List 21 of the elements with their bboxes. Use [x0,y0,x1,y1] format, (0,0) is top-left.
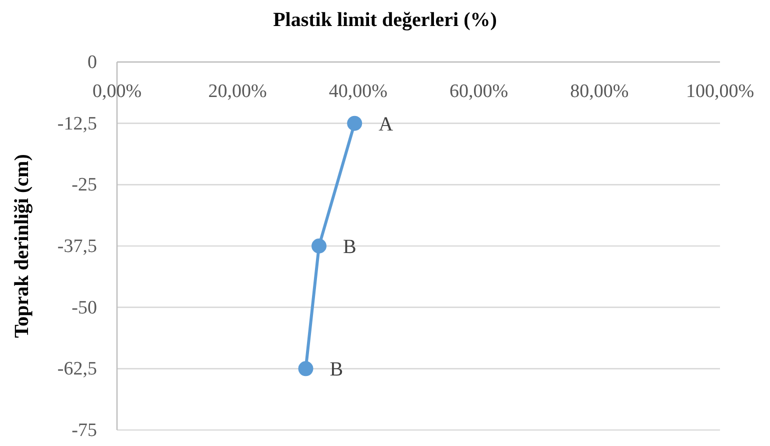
annotation: B [343,236,356,258]
y-tick-label: -75 [72,420,97,441]
x-tick-label: 20,00% [208,81,268,102]
point [312,238,327,254]
y-tick-label: -12,5 [57,113,97,134]
x-tick-label: 80,00% [570,81,629,102]
y-tick-label: -37,5 [57,236,97,257]
chart-title: Plastik limit değerleri (%) [273,9,497,31]
y-tick-label: -62,5 [57,358,97,380]
x-tick-label: 40,00% [328,81,388,102]
point [347,116,362,131]
y-tick-label: 0 [88,52,97,73]
x-tick-label: 0,00% [92,81,142,102]
annotation: B [330,358,344,381]
y-tick-label: -25 [72,174,97,196]
point [298,361,314,376]
x-tick-label: 60,00% [450,81,508,102]
y-axis-title: Toprak derinliği (cm) [11,154,33,338]
y-tick-label: -50 [72,297,97,318]
annotation: A [378,113,394,136]
x-tick-label: 100,00% [686,81,754,102]
